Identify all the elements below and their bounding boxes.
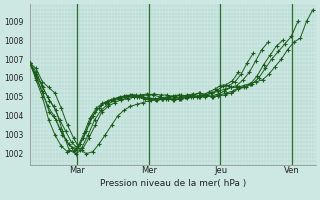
Text: Mar: Mar (69, 166, 85, 175)
X-axis label: Pression niveau de la mer( hPa ): Pression niveau de la mer( hPa ) (100, 179, 246, 188)
Text: Jeu: Jeu (214, 166, 227, 175)
Text: Ven: Ven (284, 166, 300, 175)
Text: Mer: Mer (141, 166, 157, 175)
